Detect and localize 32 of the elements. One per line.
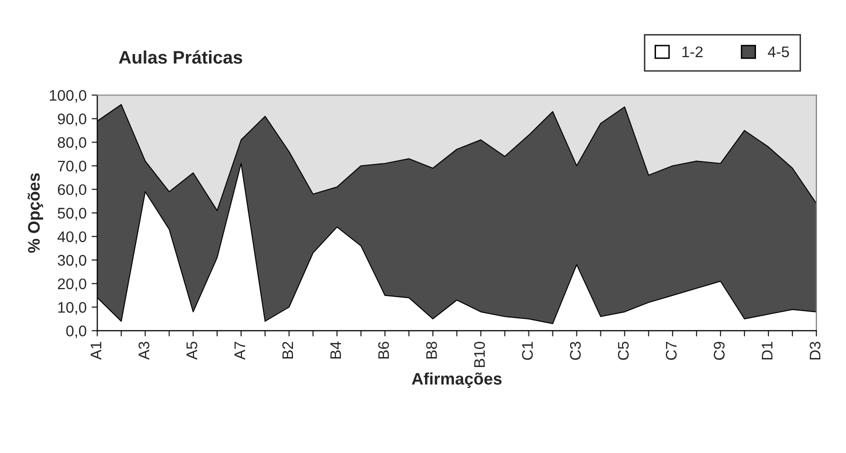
x-tick-label: A3 <box>138 342 150 360</box>
x-tick-label: A1 <box>90 342 102 360</box>
x-tick-label: B10 <box>474 342 485 368</box>
y-tick-label: 20,0 <box>58 278 86 292</box>
legend-label: 4-5 <box>768 46 789 58</box>
y-tick-label: 0,0 <box>66 326 86 338</box>
x-tick-label: B8 <box>426 342 437 359</box>
y-tick-label: 90,0 <box>58 114 86 126</box>
x-tick-label: D3 <box>810 342 820 360</box>
y-tick-label: 60,0 <box>58 184 86 197</box>
x-tick-label: B6 <box>378 342 390 359</box>
y-axis-title: % Opções <box>28 173 44 253</box>
x-tick-label: C9 <box>714 342 725 360</box>
x-tick-label: C5 <box>618 342 629 360</box>
x-tick-label: C3 <box>570 342 581 360</box>
chart-title: Aulas Práticas <box>118 50 242 64</box>
y-tick-label: 100,0 <box>50 90 86 103</box>
x-tick-label: A7 <box>234 342 246 360</box>
y-tick-label: 40,0 <box>57 231 86 244</box>
y-tick-label: 70,0 <box>58 160 86 174</box>
y-tick-label: 10,0 <box>58 302 86 315</box>
legend-label: 1-2 <box>682 46 703 58</box>
x-tick-label: B4 <box>330 342 341 359</box>
y-tick-label: 30,0 <box>58 254 86 268</box>
x-axis-title: Afirmações <box>412 372 502 388</box>
x-tick-label: A5 <box>186 342 198 360</box>
y-tick-label: 80,0 <box>58 137 86 150</box>
y-tick-label: 50,0 <box>58 208 86 220</box>
x-tick-label: B2 <box>282 342 293 359</box>
x-tick-label: D1 <box>762 342 772 360</box>
x-tick-label: C7 <box>666 342 677 360</box>
x-tick-label: C1 <box>522 342 533 360</box>
